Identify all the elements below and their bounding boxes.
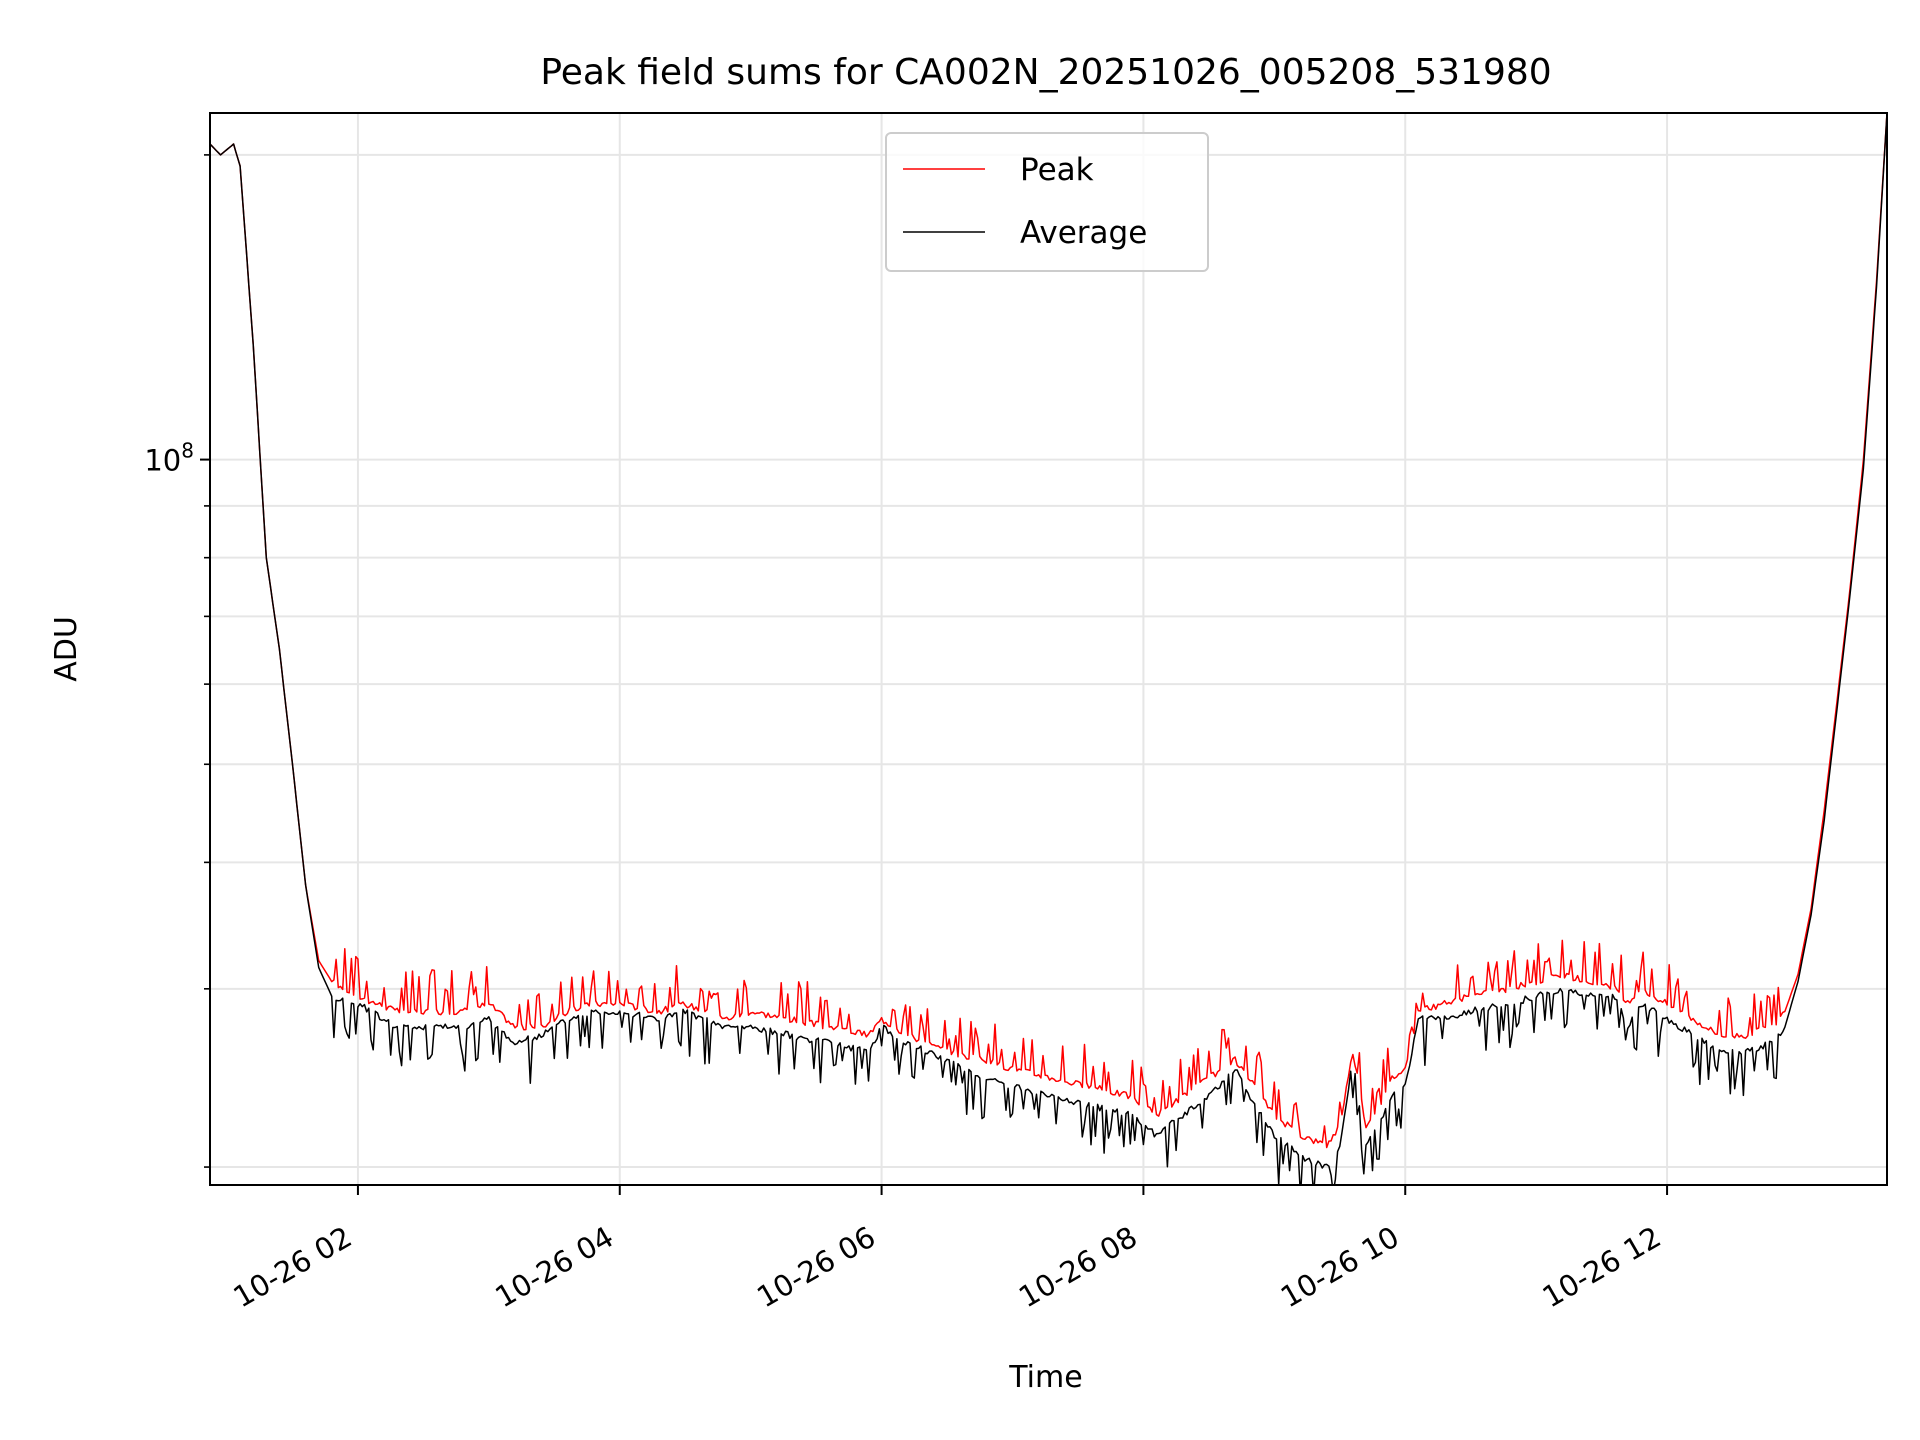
- series-line-average: [210, 113, 1887, 1185]
- series-layer: [210, 113, 1887, 1185]
- y-axis: 108: [144, 154, 210, 1168]
- chart-title: Peak field sums for CA002N_20251026_0052…: [540, 52, 1551, 93]
- y-tick-label: 108: [144, 439, 194, 478]
- legend-label-average: Average: [1020, 215, 1147, 251]
- legend-label-peak: Peak: [1020, 152, 1094, 188]
- legend: Peak Average: [885, 132, 1209, 272]
- x-axis-label: Time: [1008, 1360, 1082, 1395]
- plot-area-frame: [209, 112, 1888, 1186]
- series-line-peak: [210, 113, 1887, 1149]
- y-axis-label: ADU: [49, 616, 84, 682]
- legend-box: [885, 132, 1209, 272]
